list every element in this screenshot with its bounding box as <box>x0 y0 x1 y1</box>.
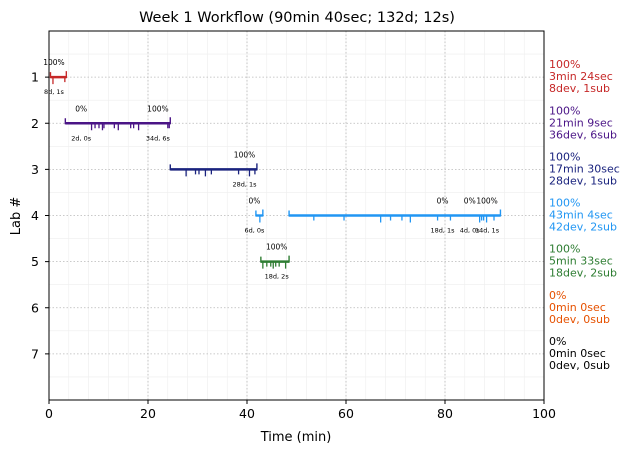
lane-summary-line: 17min 30sec <box>549 162 620 175</box>
lane-summary-line: 36dev, 6sub <box>549 128 617 141</box>
lane-summary-line: 0dev, 0sub <box>549 359 610 372</box>
lane-summary-line: 100% <box>549 243 580 256</box>
checkpoint-percent: 0% <box>75 104 87 113</box>
lane-summary-line: 100% <box>549 150 580 163</box>
x-tick-label: 40 <box>239 406 255 421</box>
checkpoint-note: 14d, 1s <box>475 227 500 235</box>
lane-summary-line: 43min 4sec <box>549 209 613 222</box>
checkpoint-percent: 0% <box>437 197 449 206</box>
checkpoint-percent: 100% <box>476 197 497 206</box>
lane-summary-line: 0min 0sec <box>549 301 606 314</box>
y-tick-label: 4 <box>31 208 39 223</box>
lane-summary-line: 42dev, 2sub <box>549 221 617 234</box>
lane-summary-line: 18dev, 2sub <box>549 267 617 280</box>
y-tick-label: 7 <box>31 346 39 361</box>
checkpoint-note: 4d, 0s <box>460 227 481 235</box>
lane-summary-line: 5min 33sec <box>549 255 613 268</box>
chart-title: Week 1 Workflow (90min 40sec; 132d; 12s) <box>139 10 455 26</box>
lane-summary-line: 0% <box>549 335 566 348</box>
x-tick-label: 100 <box>532 406 556 421</box>
checkpoint-note: 34d, 6s <box>146 134 171 142</box>
checkpoint-note: 8d, 1s <box>44 88 65 96</box>
checkpoint-note: 2d, 0s <box>71 134 92 142</box>
checkpoint-percent: 100% <box>43 58 64 67</box>
lane-summary-line: 21min 9sec <box>549 116 613 129</box>
checkpoint-note: 6d, 0s <box>244 227 265 235</box>
y-tick-label: 6 <box>31 300 39 315</box>
x-tick-label: 20 <box>140 406 156 421</box>
checkpoint-note: 18d, 2s <box>265 273 290 281</box>
checkpoint-note: 28d, 1s <box>232 180 257 188</box>
y-tick-label: 3 <box>31 162 39 177</box>
checkpoint-percent: 100% <box>147 104 168 113</box>
x-tick-label: 80 <box>437 406 453 421</box>
x-tick-label: 0 <box>45 406 53 421</box>
y-axis-label: Lab # <box>9 197 24 236</box>
y-tick-label: 1 <box>31 70 39 85</box>
checkpoint-percent: 100% <box>234 150 255 159</box>
checkpoint-note: 18d, 1s <box>430 227 455 235</box>
y-tick-label: 5 <box>31 254 39 269</box>
checkpoint-percent: 0% <box>248 197 260 206</box>
lane-summary-line: 8dev, 1sub <box>549 82 610 95</box>
lane-summary-line: 3min 24sec <box>549 70 613 83</box>
checkpoint-percent: 100% <box>266 243 287 252</box>
lane-summary-line: 100% <box>549 104 580 117</box>
lane-summary-line: 0dev, 0sub <box>549 313 610 326</box>
checkpoint-percent: 0% <box>464 197 476 206</box>
y-tick-label: 2 <box>31 116 39 131</box>
lane-summary-line: 100% <box>549 58 580 71</box>
x-tick-label: 60 <box>338 406 354 421</box>
lanes: 100% 8d, 1s 0% 2d, 0s 100% 34d, 6s 100% 28d, 1s… <box>43 58 502 281</box>
x-axis-label: Time (min) <box>260 430 332 445</box>
lane-summary-line: 0min 0sec <box>549 347 606 360</box>
lane-summary-line: 100% <box>549 197 580 210</box>
lane-summary-line: 0% <box>549 289 566 302</box>
axes: 0 20 40 60 80 100 1 2 3 4 5 6 7 <box>31 70 556 421</box>
lane-summary-line: 28dev, 1sub <box>549 174 617 187</box>
